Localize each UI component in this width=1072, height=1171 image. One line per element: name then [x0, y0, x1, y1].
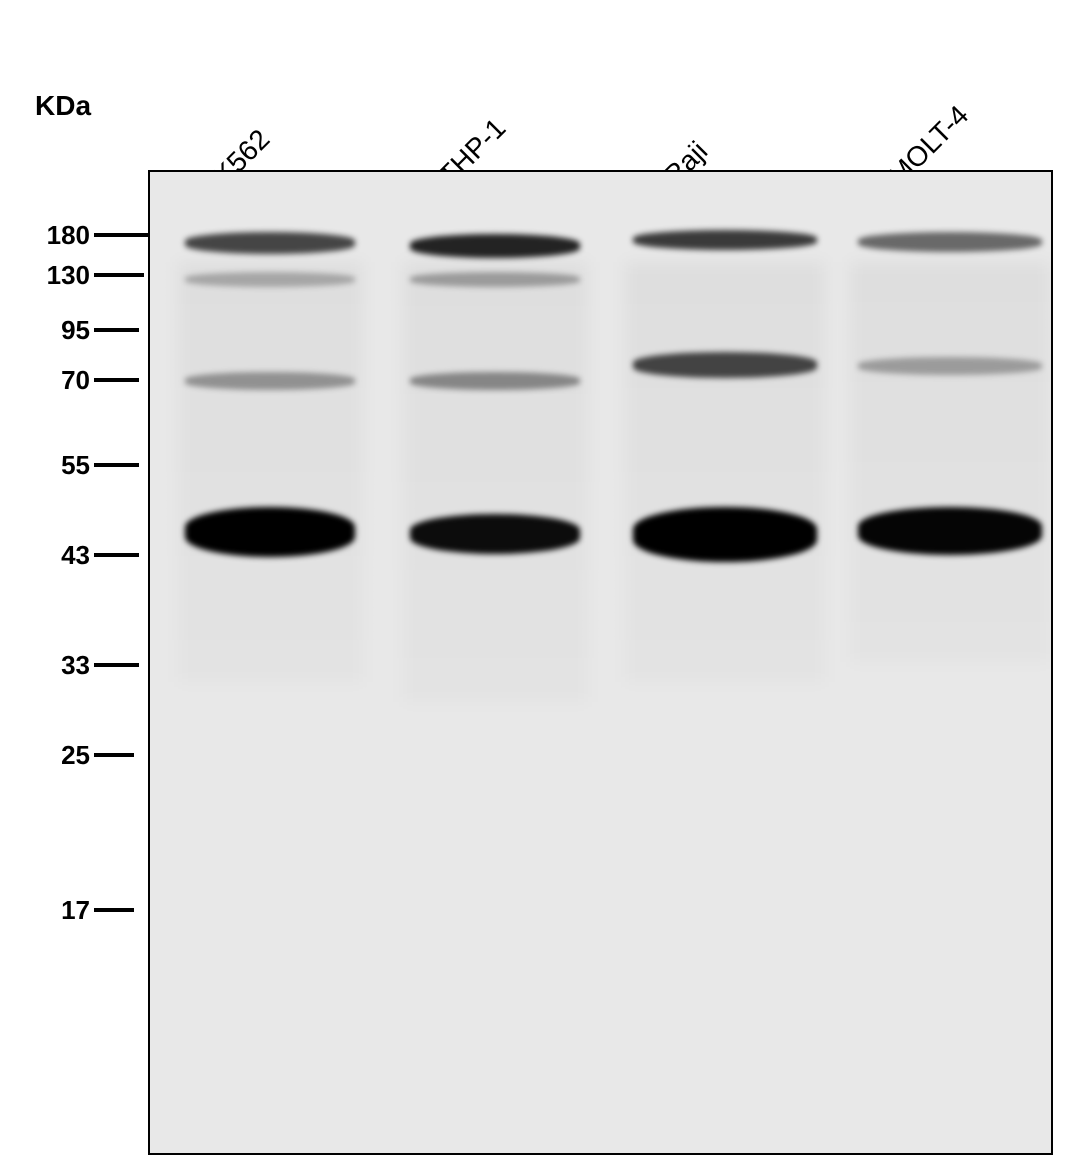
blot-band — [858, 507, 1042, 555]
western-blot-membrane — [148, 170, 1053, 1155]
marker-tick — [94, 273, 144, 277]
blot-band — [410, 234, 580, 258]
blot-band — [633, 352, 817, 378]
marker-label: 130 — [35, 260, 90, 291]
lane-smear — [625, 262, 825, 682]
marker-label: 17 — [35, 895, 90, 926]
marker-tick — [94, 908, 134, 912]
blot-band — [858, 232, 1042, 252]
marker-label: 33 — [35, 650, 90, 681]
kda-unit-label: KDa — [35, 90, 91, 122]
marker-label: 70 — [35, 365, 90, 396]
lane-smear — [178, 262, 363, 682]
blot-band — [185, 507, 355, 557]
blot-band — [633, 507, 817, 562]
lane-smear — [403, 262, 588, 702]
blot-band — [858, 357, 1042, 375]
marker-label: 55 — [35, 450, 90, 481]
blot-band — [633, 230, 817, 250]
marker-tick — [94, 328, 139, 332]
marker-tick — [94, 378, 139, 382]
lane-smear — [850, 262, 1050, 662]
blot-band — [185, 272, 355, 287]
blot-band — [410, 514, 580, 554]
blot-band — [185, 232, 355, 254]
marker-tick — [94, 663, 139, 667]
marker-label: 95 — [35, 315, 90, 346]
marker-tick — [94, 553, 139, 557]
blot-band — [410, 272, 580, 287]
marker-label: 180 — [35, 220, 90, 251]
blot-band — [410, 372, 580, 390]
marker-tick — [94, 233, 149, 237]
marker-label: 43 — [35, 540, 90, 571]
marker-tick — [94, 463, 139, 467]
figure-container: KDa K562THP-1RajiMOLT-4 1801309570554333… — [0, 0, 1072, 1171]
blot-band — [185, 372, 355, 390]
marker-tick — [94, 753, 134, 757]
marker-label: 25 — [35, 740, 90, 771]
